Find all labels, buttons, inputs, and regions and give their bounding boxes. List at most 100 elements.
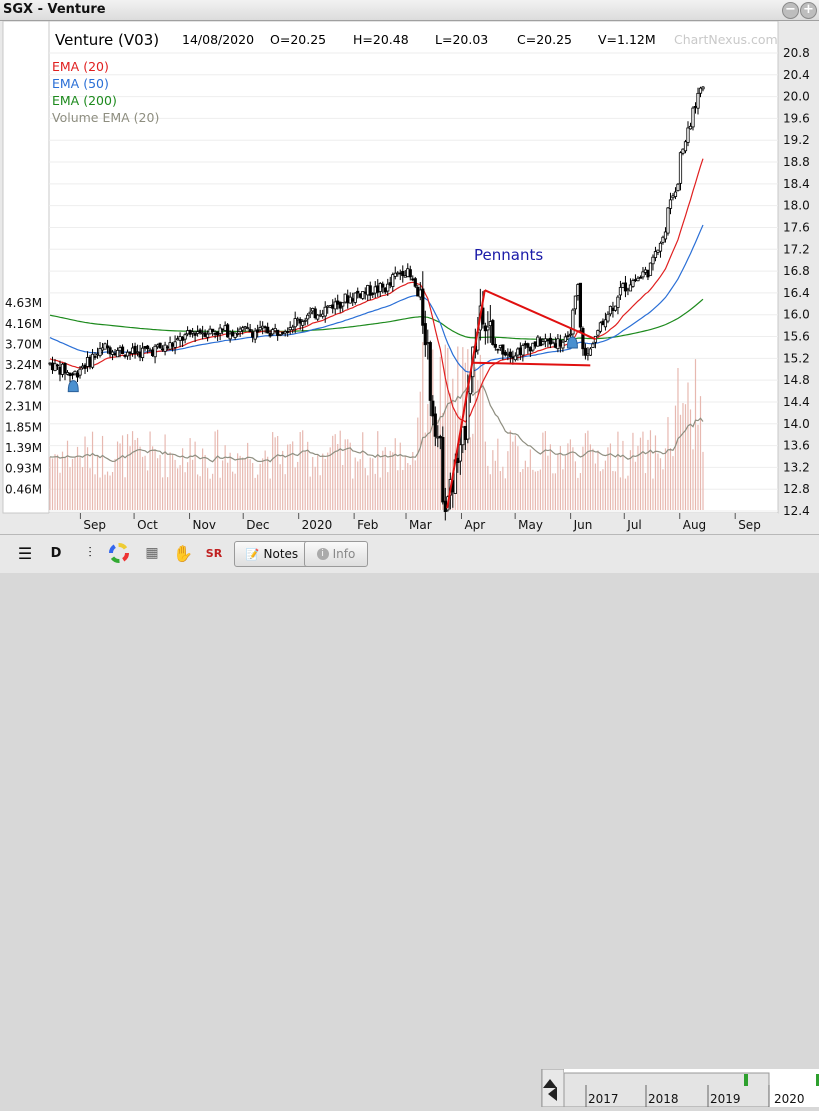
nav-year-2017: 2017 [588, 1092, 619, 1106]
volume-readout: V=1.12M [598, 32, 656, 47]
candle [371, 292, 375, 299]
candle [393, 266, 397, 280]
candle [108, 345, 112, 358]
candle [421, 271, 425, 334]
candle [521, 343, 525, 362]
zoom-out-icon[interactable]: − [782, 2, 799, 19]
price-chart[interactable]: 12.4 12.8 13.2 13.6 14.0 14.4 14.8 15.2 15.6 16.0… [0, 21, 819, 534]
candle [273, 323, 277, 334]
candle [105, 339, 110, 354]
candle [303, 317, 307, 326]
notes-icon: 📝 [245, 547, 260, 561]
date-tick-label: Dec [246, 518, 269, 532]
candle [678, 151, 683, 191]
zoom-in-icon[interactable]: + [800, 2, 817, 19]
candle [218, 323, 222, 341]
pennant-trendline [446, 290, 486, 509]
candle [98, 342, 102, 358]
notes-button[interactable]: 📝 Notes [234, 541, 310, 567]
candle [401, 265, 405, 283]
candle [663, 227, 668, 243]
date-tick-label: Jul [626, 518, 641, 532]
candle [293, 311, 297, 334]
volume-tick-label: 3.24M [5, 358, 42, 372]
pennant-trendline [484, 289, 597, 341]
candle [413, 276, 417, 289]
price-tick-label: 17.6 [783, 220, 810, 234]
candle [493, 337, 497, 351]
candle [696, 87, 700, 115]
candle [63, 362, 67, 381]
chart-area[interactable]: 12.4 12.8 13.2 13.6 14.0 14.4 14.8 15.2 15.6 16.0… [0, 21, 819, 534]
candle [433, 406, 437, 447]
compare-icon[interactable]: ▦ [145, 545, 159, 561]
candle [276, 329, 280, 341]
date-readout: 14/08/2020 [182, 32, 254, 47]
candle [561, 339, 565, 353]
support-resistance-icon[interactable]: SR [205, 546, 223, 560]
candle [228, 330, 232, 343]
candle [598, 321, 603, 334]
date-tick-label: May [518, 518, 543, 532]
candle [198, 328, 202, 335]
low-readout: L=20.03 [435, 32, 488, 47]
close-readout: C=20.25 [517, 32, 572, 47]
price-tick-label: 12.4 [783, 504, 810, 518]
stock-name: Venture (V03) [55, 31, 159, 49]
title-bar: SGX - Venture − + [0, 0, 819, 21]
info-icon: i [316, 548, 329, 560]
legend-entry: EMA (200) [52, 93, 117, 108]
hand-pan-icon[interactable]: ✋ [173, 543, 193, 563]
date-tick-label: Nov [193, 518, 216, 532]
candle [256, 324, 260, 338]
candle [596, 329, 600, 338]
alert-bell-icon[interactable] [566, 336, 578, 349]
candle [268, 329, 272, 338]
price-tick-label: 14.4 [783, 395, 810, 409]
candle [211, 328, 215, 337]
price-tick-label: 13.6 [783, 439, 810, 453]
candle [501, 344, 505, 361]
navigator-svg[interactable]: 2017 2018 2019 2020 [541, 1068, 819, 1108]
pennants-label: Pennants [474, 246, 543, 264]
price-tick-label: 19.6 [783, 111, 810, 125]
price-tick-label: 15.2 [783, 351, 810, 365]
candle [236, 327, 240, 337]
menu-lines-icon[interactable]: ☰ [17, 543, 33, 563]
legend-entry: EMA (50) [52, 76, 109, 91]
date-tick-label: Aug [683, 518, 706, 532]
candle [563, 333, 567, 343]
alert-bell-icon[interactable] [67, 380, 79, 393]
interval-selector[interactable]: D [50, 545, 62, 561]
price-tick-label: 18.4 [783, 177, 810, 191]
candle [233, 332, 237, 340]
candle [603, 312, 608, 331]
candle [491, 318, 495, 346]
candle [246, 322, 250, 330]
candle [248, 323, 252, 333]
price-tick-label: 13.2 [783, 460, 810, 474]
price-tick-label: 17.2 [783, 242, 810, 256]
candlestick-icon[interactable]: ⫶ [88, 545, 92, 561]
candle [93, 352, 97, 360]
notes-label: Notes [263, 547, 299, 561]
candle [55, 363, 60, 370]
candle [323, 301, 327, 323]
candle [636, 276, 640, 282]
candle [568, 328, 572, 339]
color-wheel-icon[interactable] [108, 541, 130, 565]
volume-tick-label: 0.46M [5, 482, 42, 496]
candle [573, 295, 578, 315]
candle [381, 281, 385, 294]
candle [503, 350, 507, 357]
candle [513, 352, 517, 362]
candle [241, 325, 245, 335]
candle [301, 319, 305, 332]
candle [526, 342, 530, 354]
date-tick-label: Sep [83, 518, 106, 532]
timeline-navigator[interactable]: 2017 2018 2019 2020 [541, 1068, 819, 1108]
candle [333, 297, 337, 315]
candle [588, 347, 593, 357]
candle [661, 235, 665, 245]
info-button[interactable]: i Info [304, 541, 368, 567]
